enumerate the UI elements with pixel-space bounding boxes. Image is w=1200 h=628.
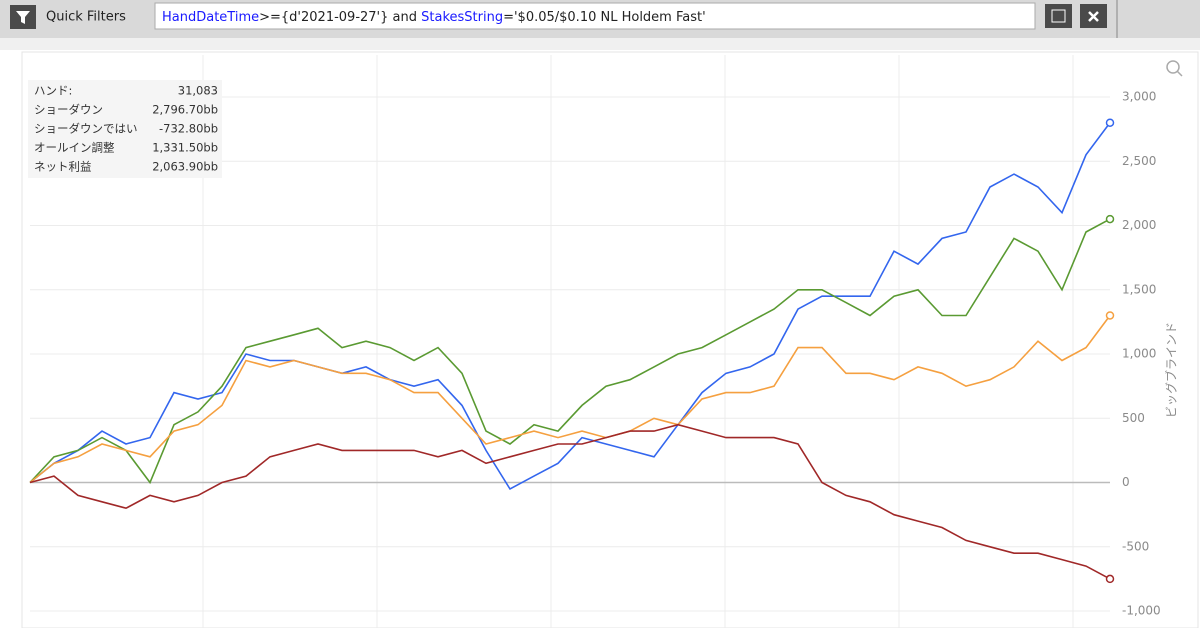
stat-value: 1,331.50bb bbox=[152, 141, 218, 155]
y-tick-label: 3,000 bbox=[1122, 90, 1156, 104]
filter-text: HandDateTime>={d'2021-09-27'} and Stakes… bbox=[162, 10, 706, 25]
end-marker bbox=[1105, 214, 1115, 224]
zoom-handle bbox=[1176, 70, 1183, 77]
end-marker bbox=[1105, 118, 1115, 127]
y-tick-label: 1,000 bbox=[1122, 347, 1156, 361]
series-line bbox=[29, 315, 1111, 484]
filter-part: >={d'2021-09-27'} and bbox=[259, 10, 421, 25]
stat-value: 31,083 bbox=[178, 84, 218, 98]
y-tick-label: -1,000 bbox=[1122, 604, 1161, 618]
series-line bbox=[29, 423, 1111, 580]
end-marker bbox=[1105, 574, 1115, 584]
y-tick-label: 2,500 bbox=[1122, 154, 1156, 168]
stat-label: ハンド: bbox=[34, 84, 72, 98]
stat-value: 2,063.90bb bbox=[152, 160, 218, 174]
toolbar-label: Quick Filters bbox=[46, 10, 126, 25]
save-icon bbox=[1051, 9, 1066, 23]
end-marker bbox=[1105, 311, 1115, 320]
stat-value: -732.80bb bbox=[159, 122, 218, 136]
zoom-icon[interactable] bbox=[1166, 60, 1180, 74]
y-tick-label: 1,500 bbox=[1122, 282, 1156, 296]
filter-part: ='$0.05/$0.10 NL Holdem Fast' bbox=[503, 10, 706, 25]
y-tick-label: -500 bbox=[1122, 539, 1149, 553]
spacer bbox=[0, 38, 1200, 50]
stat-label: ショーダウン bbox=[34, 103, 103, 117]
stat-label: ショーダウンではい bbox=[34, 122, 138, 136]
clear-icon bbox=[1088, 11, 1099, 22]
stats-box bbox=[28, 80, 222, 178]
filter-part: StakesString bbox=[421, 10, 503, 25]
y-tick-label: 500 bbox=[1122, 411, 1145, 425]
filter-part: HandDateTime bbox=[162, 10, 259, 25]
series-line bbox=[29, 122, 1111, 491]
series-line bbox=[29, 218, 1111, 485]
y-tick-label: 2,000 bbox=[1122, 218, 1156, 232]
stat-value: 2,796.70bb bbox=[152, 103, 218, 117]
stat-label: ネット利益 bbox=[34, 160, 92, 174]
filter-input[interactable] bbox=[154, 2, 1036, 30]
y-axis-title: ビッグブラインド bbox=[1164, 322, 1179, 418]
stat-label: オールイン調整 bbox=[34, 141, 115, 155]
funnel bbox=[16, 11, 30, 24]
y-tick-label: 0 bbox=[1122, 475, 1130, 489]
save-button[interactable] bbox=[1045, 4, 1072, 28]
